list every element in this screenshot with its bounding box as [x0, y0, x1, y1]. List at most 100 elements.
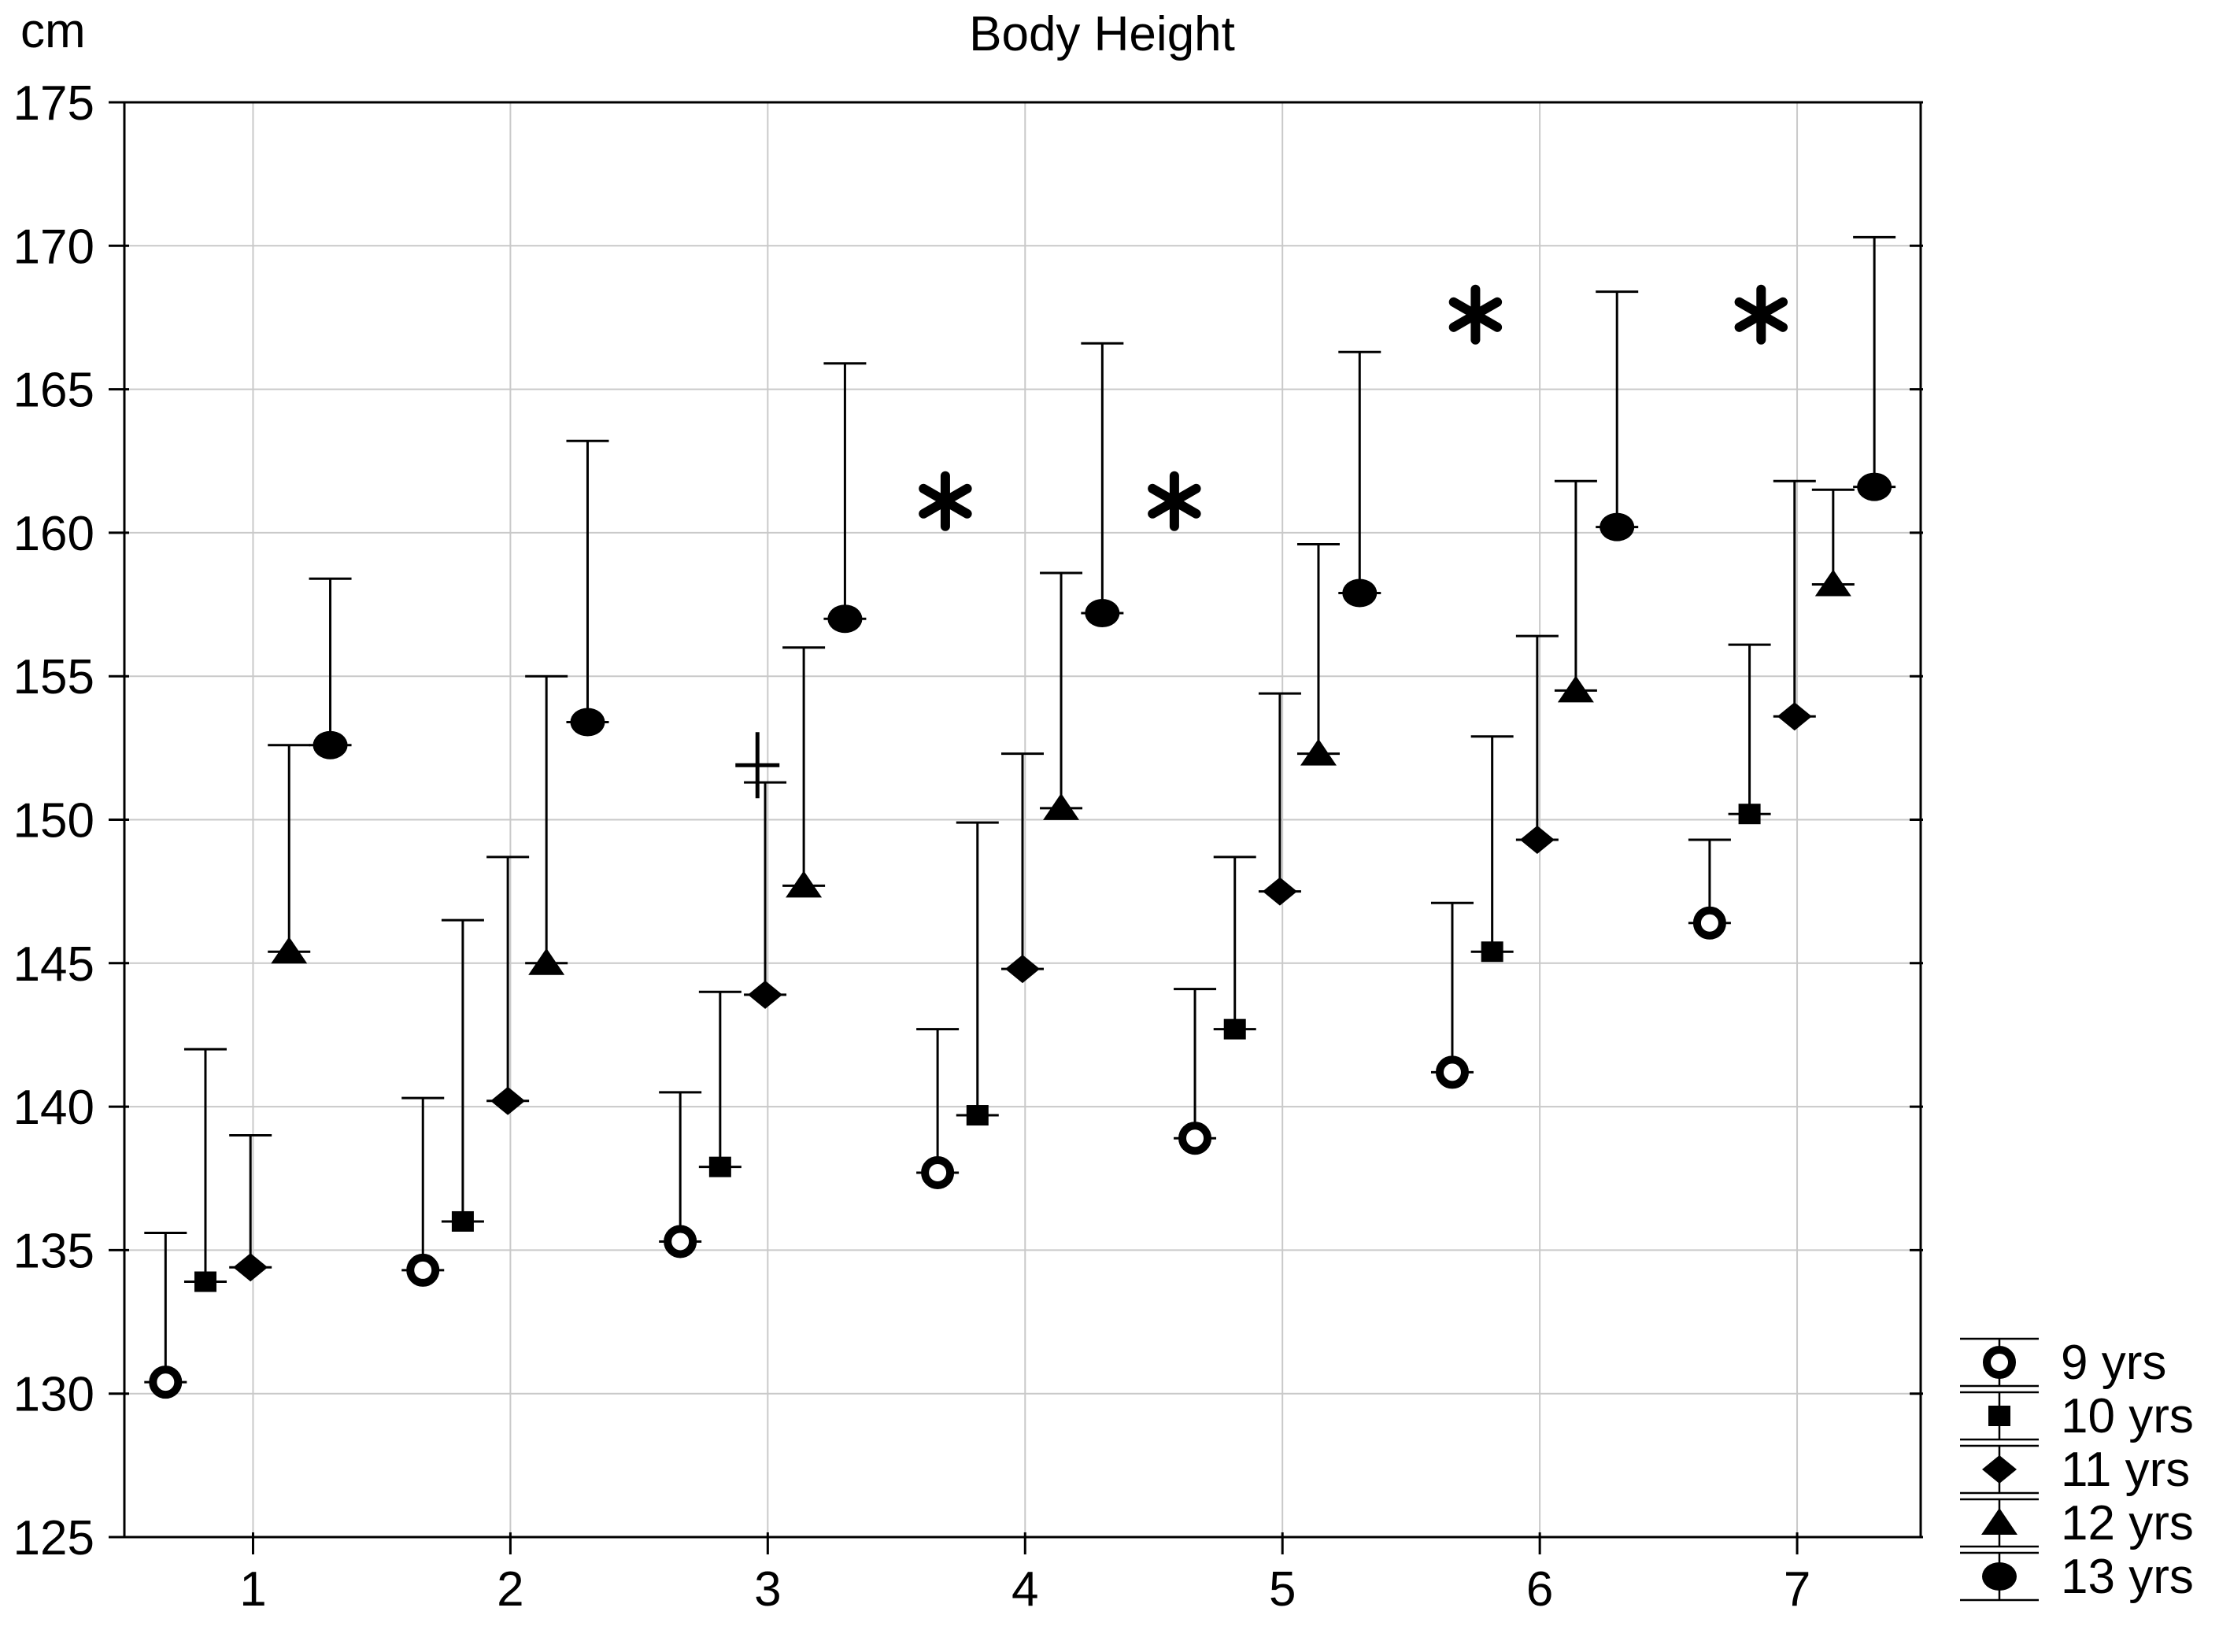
- marker-square: [451, 1210, 474, 1232]
- asterisk-annotation: [1448, 284, 1503, 345]
- asterisk-annotation: [1734, 284, 1788, 345]
- marker-open-circle: [921, 1155, 955, 1189]
- x-tick-label: 1: [239, 1562, 266, 1617]
- data-point: [1728, 643, 1771, 825]
- x-tick-label: 3: [754, 1562, 781, 1617]
- marker-square: [1481, 941, 1503, 963]
- marker-diamond: [1777, 702, 1812, 731]
- data-point: [1258, 692, 1301, 906]
- data-point: [956, 821, 999, 1126]
- data-point: [566, 439, 609, 737]
- marker-filled-circle: [1600, 512, 1635, 541]
- asterisk-annotation: [919, 471, 972, 531]
- y-tick-label: 145: [13, 937, 94, 992]
- marker-diamond: [1262, 877, 1297, 906]
- data-point: [1554, 479, 1597, 703]
- marker-square: [1988, 1406, 2010, 1426]
- data-point: [916, 1028, 960, 1189]
- data-point: [1470, 735, 1514, 963]
- marker-filled-circle: [570, 708, 605, 737]
- legend-key: [1960, 1337, 2039, 1388]
- data-point: [659, 1091, 702, 1258]
- data-point: [1296, 542, 1340, 766]
- y-tick-label: 170: [13, 220, 94, 274]
- y-tick-label: 160: [13, 507, 94, 561]
- data-point: [229, 1134, 272, 1282]
- marker-diamond: [1519, 826, 1555, 855]
- marker-square: [708, 1156, 731, 1177]
- legend: 9 yrs 10 yrs 11 yrs 12 yrs 13 yrs: [1958, 1335, 2194, 1604]
- y-axis-unit-label: cm: [20, 4, 86, 58]
- data-point: [144, 1232, 187, 1399]
- data-point: [1773, 479, 1816, 731]
- marker-open-circle: [406, 1253, 440, 1287]
- data-point: [309, 577, 352, 759]
- marker-triangle: [1300, 738, 1337, 766]
- x-tick-label: 6: [1526, 1562, 1553, 1617]
- data-point: [1081, 342, 1124, 627]
- marker-open-circle: [1435, 1055, 1469, 1089]
- x-tick-label: 5: [1269, 1562, 1296, 1617]
- legend-label: 9 yrs: [2061, 1335, 2167, 1390]
- marker-filled-circle: [827, 604, 863, 634]
- data-point: [1338, 350, 1381, 608]
- data-point: [1688, 838, 1731, 940]
- x-tick-label: 7: [1784, 1562, 1810, 1617]
- data-point: [823, 362, 867, 634]
- marker-triangle: [1043, 793, 1080, 820]
- data-point: [1213, 856, 1256, 1040]
- legend-label: 11 yrs: [2061, 1442, 2191, 1497]
- series-10-yrs: [183, 643, 1771, 1292]
- plus-annotation: [735, 732, 780, 799]
- marker-filled-circle: [1085, 598, 1120, 627]
- data-point: [698, 990, 742, 1177]
- marker-triangle: [1814, 569, 1851, 597]
- marker-filled-circle: [1982, 1562, 2017, 1591]
- chart-title: Body Height: [969, 7, 1235, 61]
- marker-square: [1738, 804, 1761, 825]
- marker-triangle: [1557, 675, 1594, 703]
- legend-item: 13 yrs: [1958, 1550, 2194, 1604]
- asterisk-annotation: [1148, 471, 1201, 531]
- y-tick-label: 165: [13, 364, 94, 418]
- data-point: [1811, 488, 1855, 597]
- data-point: [744, 781, 787, 1009]
- series-9-yrs: [144, 838, 1731, 1399]
- data-point: [441, 918, 484, 1232]
- legend-item: 9 yrs: [1958, 1335, 2194, 1390]
- marker-triangle: [271, 937, 308, 964]
- legend-label: 10 yrs: [2061, 1388, 2194, 1443]
- data-point: [401, 1096, 445, 1287]
- marker-open-circle: [1692, 906, 1726, 940]
- data-point: [525, 674, 568, 975]
- marker-diamond: [490, 1086, 526, 1115]
- marker-square: [966, 1105, 989, 1126]
- marker-open-circle: [149, 1366, 183, 1399]
- legend-item: 12 yrs: [1958, 1496, 2194, 1550]
- y-tick-label: 125: [13, 1511, 94, 1565]
- y-tick-label: 140: [13, 1081, 94, 1135]
- marker-diamond: [748, 980, 783, 1009]
- marker-diamond: [1005, 955, 1040, 984]
- marker-square: [1223, 1018, 1246, 1040]
- marker-triangle: [786, 870, 823, 898]
- marker-open-circle: [1178, 1122, 1212, 1155]
- legend-key: [1960, 1551, 2039, 1602]
- marker-filled-circle: [313, 730, 348, 759]
- marker-filled-circle: [1857, 472, 1892, 501]
- data-point: [782, 646, 826, 898]
- marker-diamond: [233, 1253, 268, 1282]
- data-point: [1596, 290, 1639, 541]
- series-13-yrs: [309, 235, 1896, 759]
- data-point: [486, 856, 530, 1115]
- data-point: [1174, 988, 1217, 1155]
- x-tick-label: 4: [1011, 1562, 1038, 1617]
- data-point: [1515, 634, 1559, 855]
- data-point: [1430, 901, 1474, 1089]
- marker-diamond: [1982, 1455, 2017, 1484]
- y-tick-label: 135: [13, 1224, 94, 1278]
- legend-item: 10 yrs: [1958, 1389, 2194, 1443]
- marker-open-circle: [664, 1225, 697, 1258]
